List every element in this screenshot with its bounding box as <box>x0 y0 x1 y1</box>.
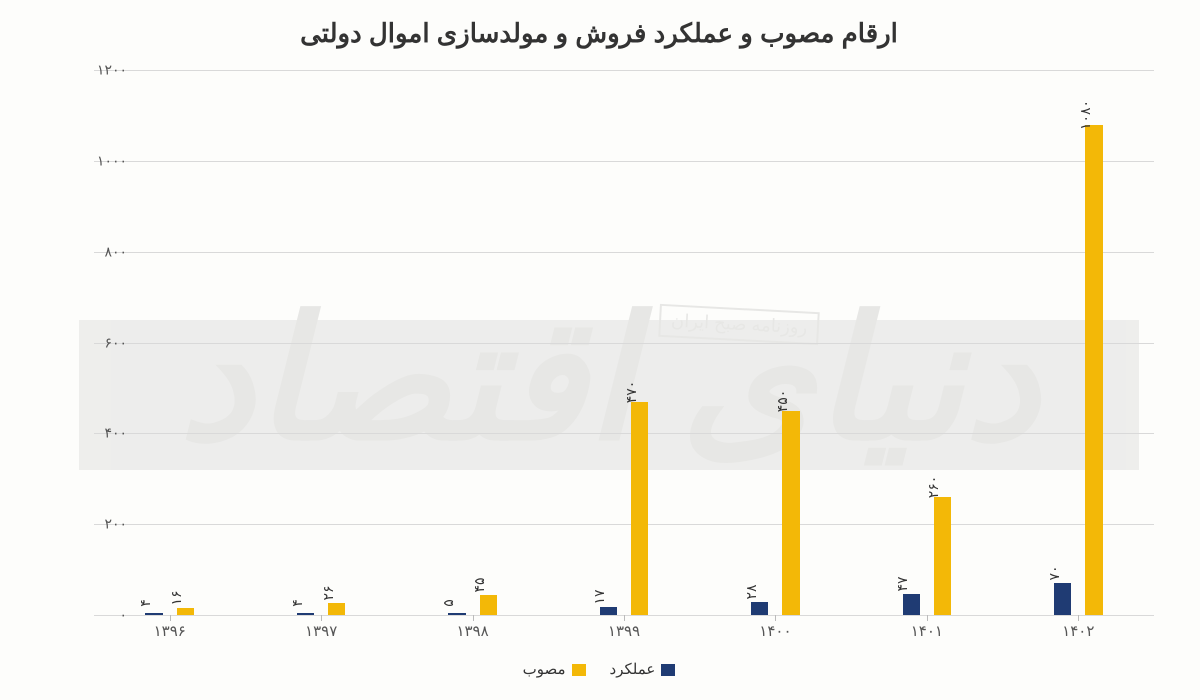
legend-label: مصوب <box>524 661 567 678</box>
bar-value-label: ۴۷ <box>895 576 912 591</box>
bar-value-label: ۴۵۰ <box>775 389 792 412</box>
y-tick-label: ۲۰۰ <box>68 516 128 533</box>
legend: عملکرد مصوب <box>0 660 1200 678</box>
legend-item: مصوب <box>524 660 587 678</box>
x-tick-label: ۱۴۰۲ <box>1063 622 1095 640</box>
bar-عملکرد <box>1055 583 1072 615</box>
y-tick-label: ۴۰۰ <box>68 425 128 442</box>
bar-مصوب <box>329 603 346 615</box>
gridline <box>95 70 1155 71</box>
bar-value-label: ۴ <box>138 599 155 607</box>
bar-مصوب <box>1086 125 1103 616</box>
legend-swatch <box>573 664 587 676</box>
bar-مصوب <box>481 595 498 615</box>
bar-value-label: ۴ <box>290 599 307 607</box>
legend-swatch <box>662 664 676 676</box>
bar-value-label: ۲۶۰ <box>926 476 943 499</box>
x-tick-label: ۱۳۹۸ <box>457 622 489 640</box>
bar-عملکرد <box>752 602 769 615</box>
gridline <box>95 524 1155 525</box>
y-tick-label: ۱۰۰۰ <box>68 152 128 169</box>
plot-area: ۴ ۱۶ ۴ ۲۶ ۵ ۴۵ ۱۷ ۴۷۰ ۲۸ ۴۵۰ ۴۷ ۲۶۰ ۷۰ ۱۰۸۰ <box>95 70 1155 615</box>
bar-value-label: ۱۰۸۰ <box>1078 99 1095 129</box>
x-tick-label: ۱۴۰۰ <box>760 622 792 640</box>
x-tick-label: ۱۴۰۱ <box>912 622 944 640</box>
bar-عملکرد <box>601 607 618 615</box>
chart-container: ارقام مصوب و عملکرد فروش و مولدسازی اموا… <box>0 0 1200 700</box>
x-tick-mark <box>171 615 172 621</box>
x-tick-mark <box>322 615 323 621</box>
x-tick-mark <box>474 615 475 621</box>
bar-value-label: ۲۶ <box>321 586 338 601</box>
bar-مصوب <box>178 608 195 615</box>
x-tick-label: ۱۳۹۹ <box>609 622 641 640</box>
x-tick-mark <box>625 615 626 621</box>
y-tick-label: ۱۲۰۰ <box>68 62 128 79</box>
bar-عملکرد <box>146 613 163 615</box>
bar-عملکرد <box>298 613 315 615</box>
bar-عملکرد <box>449 613 466 615</box>
bar-value-label: ۲۸ <box>744 585 761 600</box>
y-tick-label: ۸۰۰ <box>68 243 128 260</box>
legend-label: عملکرد <box>611 661 657 678</box>
bar-مصوب <box>632 402 649 615</box>
y-tick-label: ۰ <box>68 607 128 624</box>
x-tick-label: ۱۳۹۶ <box>155 622 187 640</box>
legend-item: عملکرد <box>611 660 677 678</box>
y-tick-label: ۶۰۰ <box>68 334 128 351</box>
bar-value-label: ۴۵ <box>472 577 489 592</box>
gridline <box>95 343 1155 344</box>
x-tick-mark <box>928 615 929 621</box>
bar-value-label: ۱۷ <box>592 590 609 605</box>
gridline <box>95 252 1155 253</box>
gridline <box>95 433 1155 434</box>
bar-value-label: ۷۰ <box>1047 566 1064 581</box>
x-tick-mark <box>1079 615 1080 621</box>
chart-title: ارقام مصوب و عملکرد فروش و مولدسازی اموا… <box>0 18 1200 49</box>
x-tick-label: ۱۳۹۷ <box>306 622 338 640</box>
bar-value-label: ۱۶ <box>169 590 186 605</box>
bar-value-label: ۵ <box>441 599 458 607</box>
bar-مصوب <box>783 411 800 615</box>
bar-مصوب <box>935 497 952 615</box>
x-tick-mark <box>776 615 777 621</box>
bar-عملکرد <box>904 594 921 615</box>
gridline <box>95 161 1155 162</box>
bar-value-label: ۴۷۰ <box>624 380 641 403</box>
